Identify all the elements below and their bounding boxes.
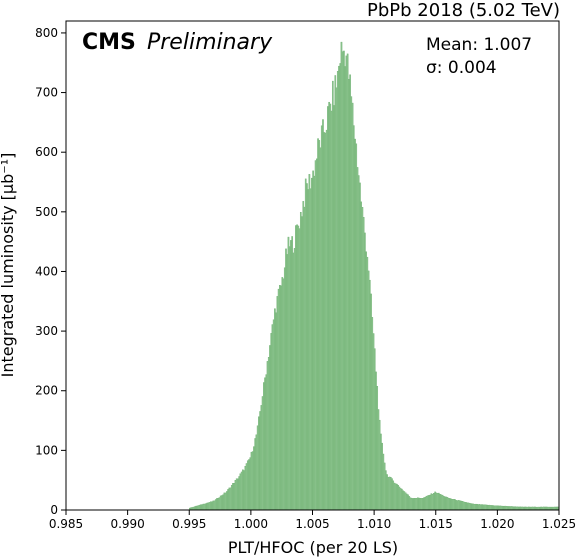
y-tick-label: 600 <box>35 145 58 159</box>
x-axis-label: PLT/HFOC (per 20 LS) <box>228 538 398 557</box>
y-tick-label: 300 <box>35 324 58 338</box>
y-tick-label: 200 <box>35 384 58 398</box>
y-tick-label: 400 <box>35 264 58 278</box>
x-tick-label: 1.005 <box>295 517 329 531</box>
y-axis-label: Integrated luminosity [μb⁻¹] <box>0 153 17 378</box>
x-tick-label: 0.995 <box>172 517 206 531</box>
x-tick-label: 1.015 <box>419 517 453 531</box>
y-tick-label: 500 <box>35 205 58 219</box>
experiment-label: CMS <box>82 30 136 55</box>
x-tick-label: 1.025 <box>542 517 576 531</box>
y-tick-label: 700 <box>35 86 58 100</box>
x-tick-label: 0.985 <box>49 517 83 531</box>
x-tick-label: 0.990 <box>110 517 144 531</box>
x-tick-label: 1.010 <box>357 517 391 531</box>
x-tick-label: 1.020 <box>480 517 514 531</box>
status-label: Preliminary <box>147 30 273 55</box>
y-tick-label: 0 <box>50 503 58 517</box>
stats-mean-label: Mean: 1.007 <box>426 35 532 55</box>
top-right-label: PbPb 2018 (5.02 TeV) <box>367 0 560 21</box>
x-tick-label: 1.000 <box>234 517 268 531</box>
y-tick-label: 100 <box>35 443 58 457</box>
bars-layer <box>189 41 560 511</box>
y-axis: 0 100 200 300 400 500 600 700 800 <box>35 26 66 517</box>
y-tick-label: 800 <box>35 26 58 40</box>
stats-sigma-label: σ: 0.004 <box>426 58 497 78</box>
x-axis: 0.985 0.990 0.995 1.000 1.005 1.010 1.015 1.020… <box>49 510 576 531</box>
